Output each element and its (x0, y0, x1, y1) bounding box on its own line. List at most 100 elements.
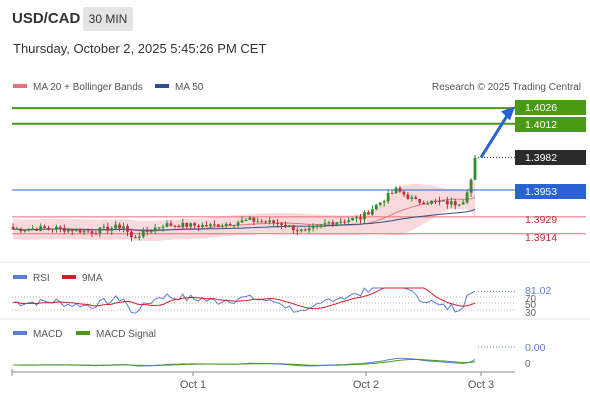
candle-body (157, 227, 161, 229)
candle-body (351, 218, 354, 221)
candle-body (291, 225, 295, 231)
candle (153, 223, 157, 235)
level-labels: 1.4026 1.4012 1.3982 1.3953 1.3929 1.391… (515, 100, 586, 244)
candle (382, 199, 386, 207)
candle (366, 210, 370, 215)
candle-body (228, 223, 232, 226)
candle-body (453, 201, 457, 206)
legend-ma20-swatch (13, 84, 27, 88)
level-label-1.3982: 1.3982 (515, 150, 586, 165)
level-text: 1.3982 (525, 152, 557, 164)
candle (66, 228, 70, 234)
arrow-shaft (479, 113, 510, 159)
candle-body (197, 225, 200, 228)
candle-body (402, 191, 406, 195)
candle-body (19, 228, 23, 232)
candle (189, 222, 193, 230)
timeframe-badge[interactable]: 30 MIN (83, 7, 133, 31)
candle (347, 217, 351, 224)
legend-macd-signal-swatch (76, 331, 90, 335)
rsi-level-70: 70 (525, 294, 537, 305)
candle (319, 223, 323, 229)
candle-body (106, 226, 110, 231)
candle-body (355, 217, 358, 219)
candle (418, 198, 422, 205)
candle (47, 225, 50, 231)
candle (169, 220, 173, 227)
candle (284, 221, 287, 229)
candle-body (426, 203, 430, 205)
candle (31, 225, 35, 230)
candle-body (110, 228, 114, 231)
candle-body (201, 225, 204, 228)
level-text: 1.4026 (525, 102, 557, 114)
candle (86, 228, 90, 233)
candle-body (327, 222, 331, 224)
candle (11, 223, 15, 230)
candle (27, 228, 31, 232)
candle-body (331, 222, 335, 225)
legend-rsi-ma: 9MA (82, 273, 103, 284)
candle (149, 229, 153, 234)
candle (288, 224, 291, 228)
candle (272, 219, 276, 226)
level-badge (515, 184, 586, 199)
macd-lines (13, 346, 515, 367)
moving-averages (12, 196, 476, 232)
candle-body (363, 212, 366, 220)
candle-body (31, 228, 35, 230)
candle (378, 202, 382, 207)
candle (244, 218, 248, 222)
symbol-title: USD/CAD (12, 10, 81, 27)
candle (422, 200, 426, 205)
candle-body (418, 198, 422, 203)
credit-text: Research © 2025 Trading Central (432, 82, 581, 93)
candle-body (438, 200, 441, 202)
candle-body (335, 222, 339, 225)
candle (90, 228, 94, 238)
macd-zero-label: 0 (525, 359, 531, 370)
candle-body (442, 200, 445, 202)
candle (434, 198, 437, 205)
candle (291, 224, 295, 234)
candle-body (126, 226, 129, 232)
x-tick-oct2: Oct 2 (353, 379, 379, 391)
candle (359, 213, 362, 224)
candle-body (244, 219, 248, 221)
candle-body (90, 231, 94, 234)
candle (276, 219, 279, 228)
candle-body (134, 237, 137, 239)
candle-body (149, 231, 153, 233)
candle (410, 194, 414, 202)
candle (374, 203, 378, 211)
candle (118, 222, 122, 232)
candle-body (98, 227, 102, 234)
candle (331, 219, 335, 228)
candle (137, 232, 141, 241)
candle-body (11, 227, 15, 230)
candle-body (118, 224, 122, 229)
legend-ma50: MA 50 (175, 82, 204, 93)
candle-body (114, 224, 118, 229)
level-badge (515, 150, 586, 165)
candle-body (78, 229, 82, 233)
candle (220, 223, 224, 228)
candle-body (288, 225, 291, 227)
candle (449, 197, 453, 208)
legend-rsi: RSI (33, 273, 50, 284)
candle (209, 222, 212, 229)
rsi-ma-line (12, 287, 476, 310)
candle-body (414, 197, 418, 199)
candle-body (39, 226, 43, 231)
candle-body (240, 220, 244, 223)
candle-body (390, 193, 394, 195)
candle (55, 224, 58, 233)
level-text: 1.4012 (525, 119, 557, 131)
candle-body (410, 197, 414, 199)
candle-body (27, 229, 31, 231)
candle (236, 220, 240, 228)
candle-body (469, 179, 473, 193)
candle-body (311, 226, 315, 229)
candle-body (209, 224, 212, 227)
candle (224, 222, 228, 228)
